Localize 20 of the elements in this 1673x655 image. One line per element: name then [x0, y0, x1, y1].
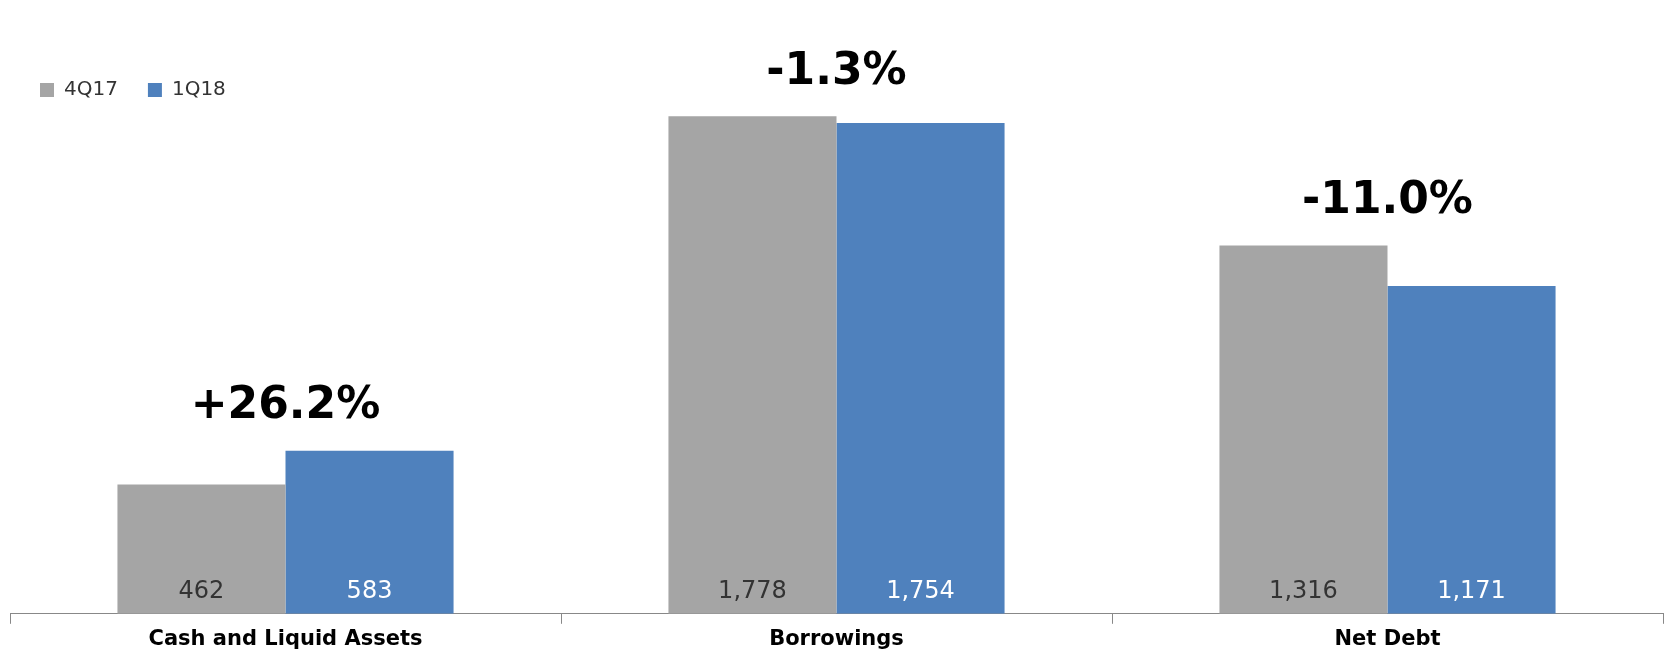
legend-label: 1Q18 — [171, 76, 226, 101]
bar — [285, 450, 454, 614]
x-tick-label: Cash and Liquid Assets — [148, 625, 423, 650]
data-label: 1,316 — [1269, 576, 1338, 605]
annotation: -11.0% — [1302, 171, 1473, 223]
bar — [1387, 286, 1556, 614]
bar — [836, 122, 1005, 614]
x-tick-label: Net Debt — [1334, 625, 1441, 650]
data-label: 1,778 — [718, 576, 787, 605]
x-tick-label: Borrowings — [769, 625, 904, 650]
data-label: 1,171 — [1437, 576, 1506, 605]
bar — [668, 116, 837, 614]
legend-label: 4Q17 — [64, 76, 118, 101]
bar — [117, 484, 286, 614]
data-label: 1,754 — [886, 576, 955, 605]
data-label: 462 — [178, 576, 225, 605]
data-label: 583 — [346, 576, 393, 605]
annotation: -1.3% — [766, 42, 907, 94]
bar — [1219, 245, 1388, 614]
annotation: +26.2% — [190, 377, 381, 429]
